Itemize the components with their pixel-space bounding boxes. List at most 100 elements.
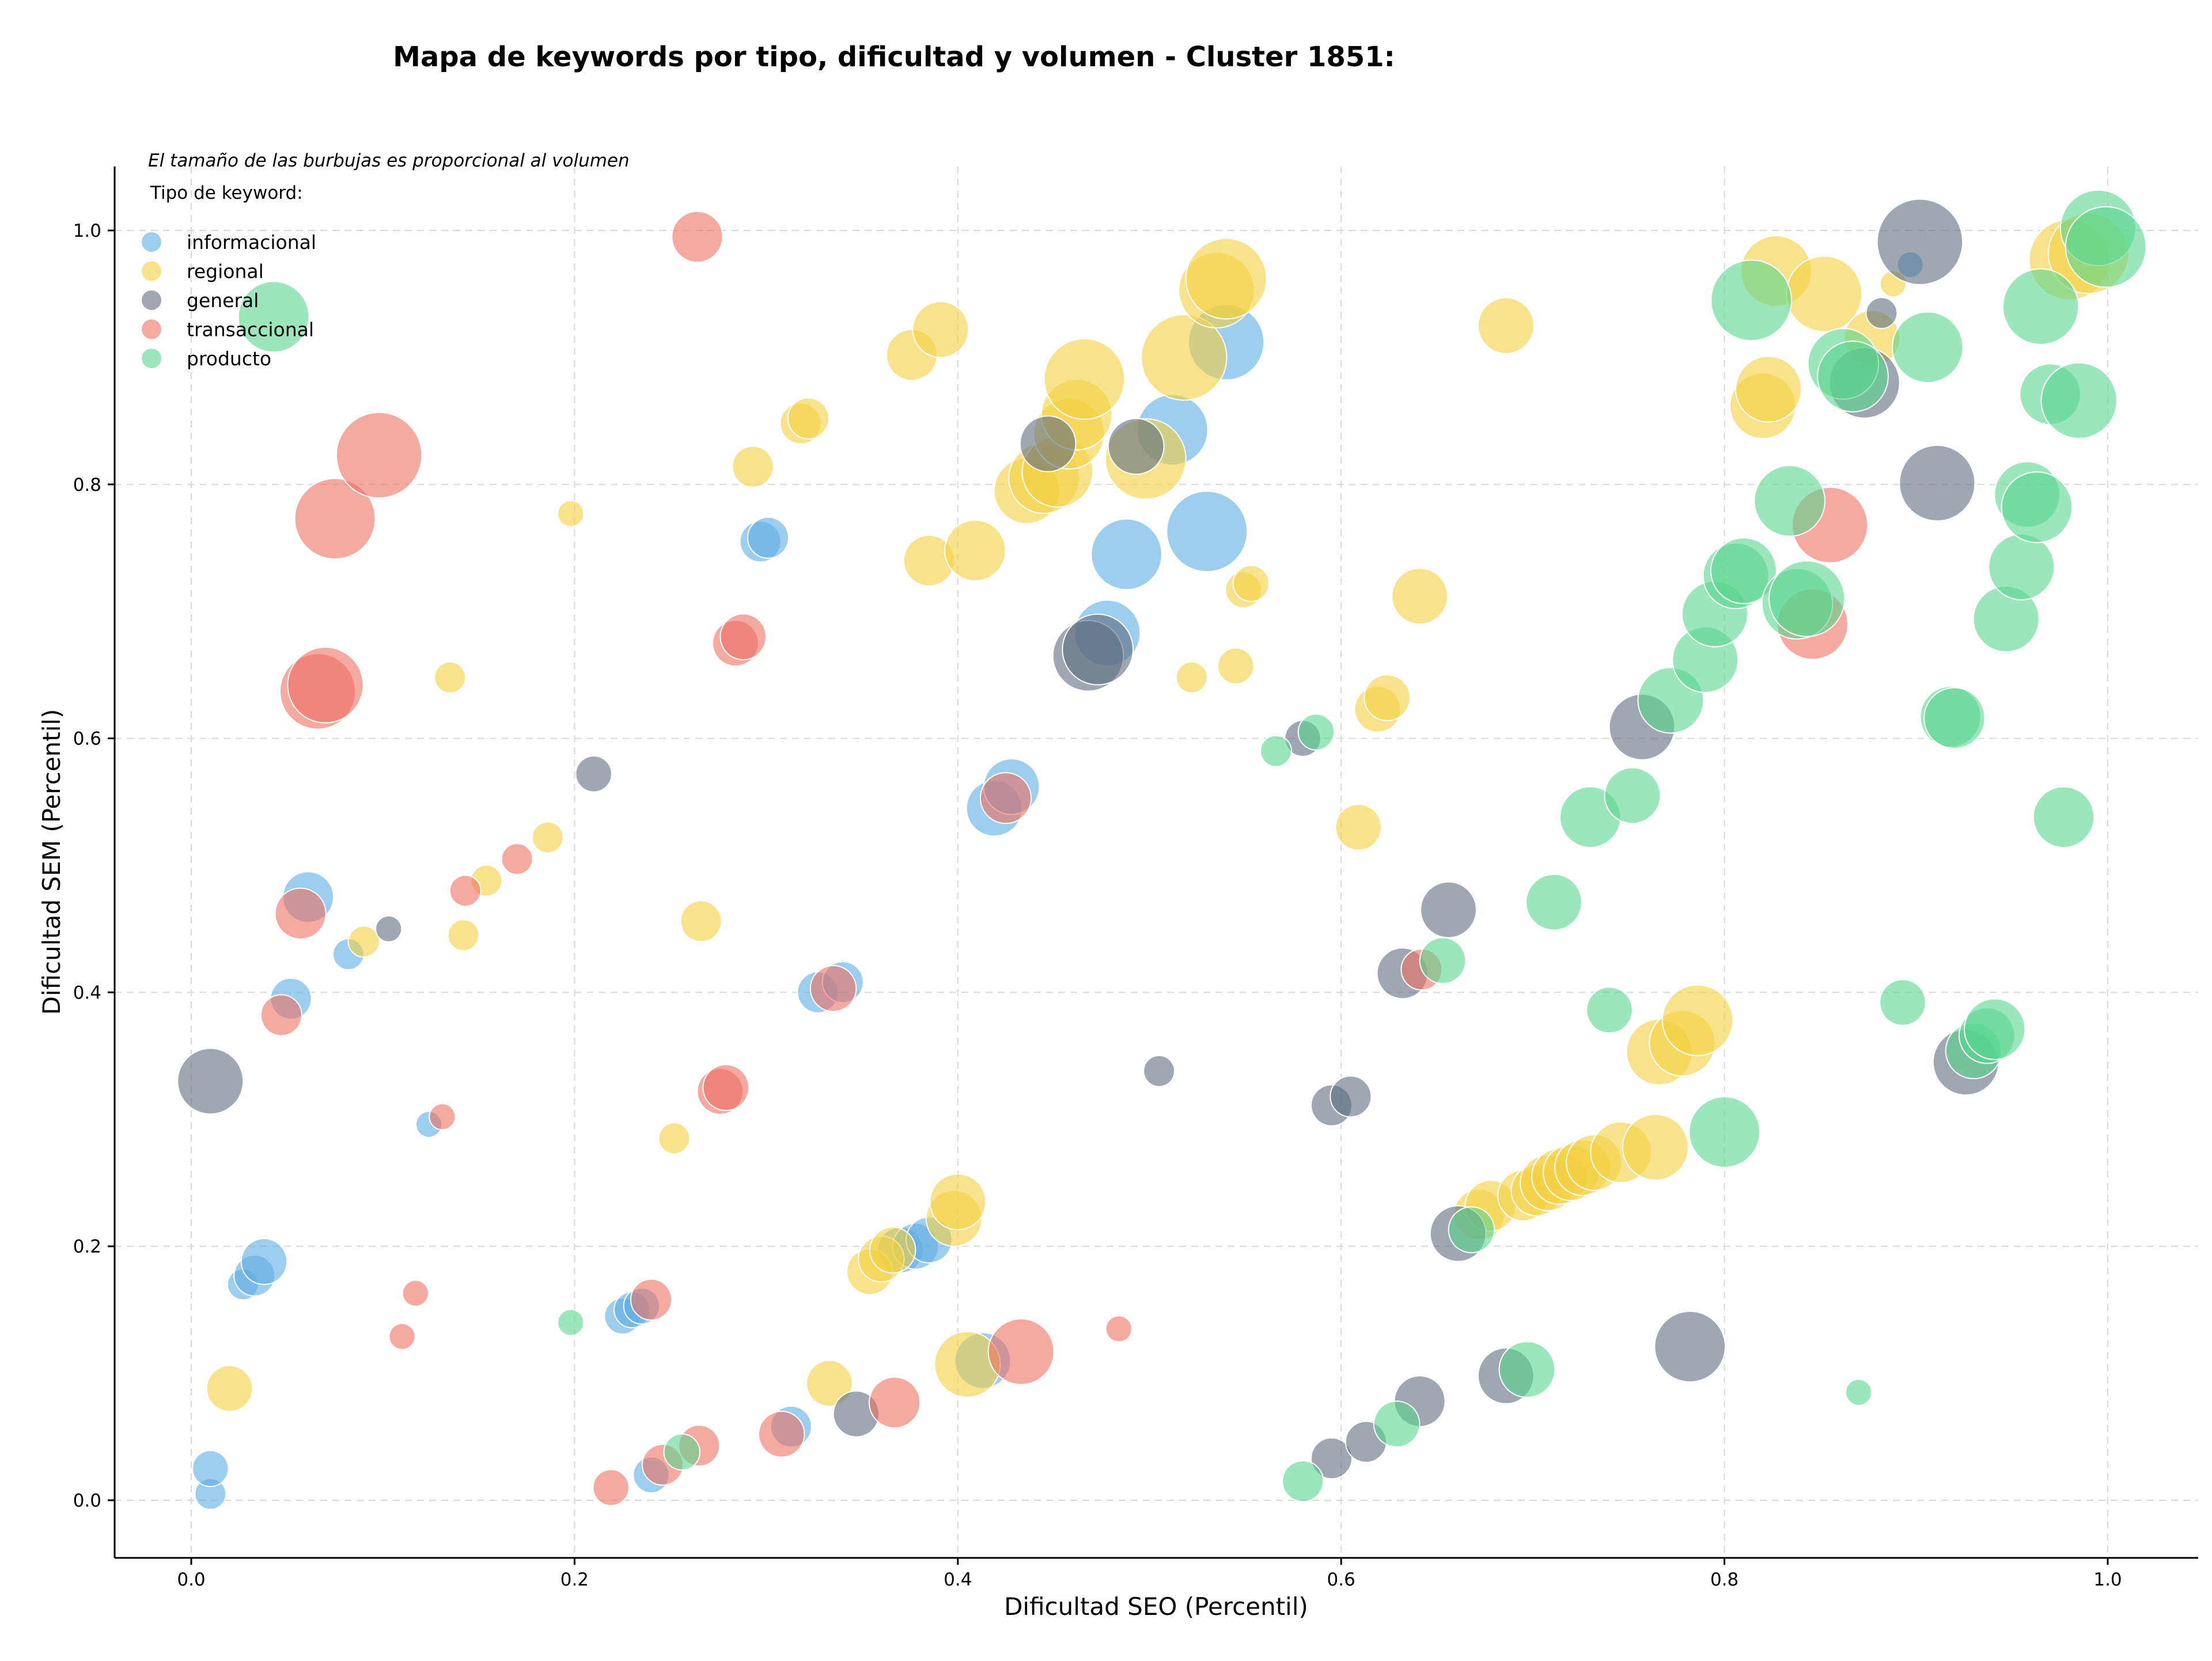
legend-marker-general (142, 290, 161, 310)
bubble-general (1310, 1437, 1353, 1480)
bubble-regional (1661, 984, 1734, 1057)
bubble-transaccional (402, 1280, 429, 1307)
y-tick-label: 0.0 (73, 1490, 101, 1511)
bubble-producto (1525, 873, 1582, 931)
bubble-producto (1604, 767, 1661, 824)
bubble-producto (1448, 1206, 1495, 1254)
bubble-regional (1477, 297, 1535, 354)
bubble-regional (806, 1360, 853, 1408)
bubble-producto (1688, 1096, 1760, 1168)
y-tick-label: 0.4 (73, 982, 101, 1003)
bubble-regional (787, 397, 830, 440)
bubble-transaccional (719, 613, 767, 661)
bubble-producto (1297, 713, 1335, 751)
size-annotation: El tamaño de las burbujas es proporciona… (148, 150, 630, 171)
legend: Tipo de keyword: informacional regional ge… (142, 183, 316, 370)
legend-marker-producto (142, 349, 161, 368)
bubble-regional (1363, 674, 1411, 721)
bubble-producto (237, 281, 310, 353)
bubble-producto (1282, 1460, 1324, 1503)
bubble-general (1865, 297, 1898, 330)
bubble-regional (1217, 647, 1255, 685)
bubble-transaccional (979, 772, 1032, 824)
bubble-producto (1923, 687, 1986, 750)
x-axis-label: Dificultad SEO (Percentil) (1004, 1592, 1308, 1621)
bubble-regional (680, 900, 722, 943)
bubble-transaccional (592, 1469, 630, 1507)
axes (113, 167, 2198, 1559)
bubble-general (1420, 881, 1477, 939)
bubble-transaccional (388, 1323, 416, 1350)
bubble-producto (1753, 465, 1826, 537)
bubble-informacional (240, 1238, 288, 1285)
bubble-transaccional (702, 1064, 750, 1111)
bubble-informacional (192, 1450, 229, 1488)
bubble-regional (434, 661, 467, 694)
bubble-regional (1175, 661, 1208, 694)
y-axis-label: Dificultad SEM (Percentil) (37, 709, 66, 1015)
bubble-general (575, 755, 612, 793)
bubble-transaccional (809, 964, 857, 1012)
bubble-regional (531, 821, 564, 854)
x-tick-label: 0.0 (177, 1569, 205, 1590)
legend-label-producto: producto (187, 347, 271, 370)
series-producto (237, 189, 2147, 1503)
bubble-producto (1419, 937, 1467, 985)
bubble-regional (1391, 567, 1449, 625)
y-tick-label: 0.6 (73, 729, 101, 750)
bubble-transaccional (335, 411, 423, 499)
bubble-regional (1185, 237, 1267, 320)
bubble-general (1019, 415, 1077, 472)
bubble-regional (1141, 314, 1228, 401)
bubble-regional (1622, 1114, 1689, 1181)
bubble-transaccional (1105, 1315, 1132, 1343)
bubbles (177, 189, 2147, 1510)
bubble-producto (557, 1308, 585, 1337)
bubble-producto (1891, 311, 1964, 384)
x-tick-label: 0.4 (944, 1569, 972, 1590)
bubble-producto (2032, 786, 2095, 848)
legend-label-informacional: informacional (187, 231, 316, 253)
bubble-transaccional (501, 843, 533, 875)
legend-label-general: general (187, 289, 259, 312)
bubble-transaccional (429, 1103, 456, 1130)
bubble-general (1899, 444, 1976, 522)
bubble-regional (1232, 565, 1270, 602)
bubble-transaccional (671, 210, 724, 263)
legend-marker-informacional (142, 232, 161, 252)
bubble-producto (1964, 998, 2026, 1061)
bubble-general (1330, 1075, 1372, 1118)
bubble-producto (1373, 1400, 1421, 1448)
bubble-regional (929, 1173, 987, 1231)
bubble-regional (347, 925, 380, 958)
bubble-regional (869, 1227, 916, 1274)
bubble-regional (732, 445, 774, 488)
bubble-producto (1879, 979, 1926, 1026)
bubble-regional (1043, 338, 1126, 420)
bubble-regional (557, 500, 585, 528)
bubble-producto (1586, 986, 1633, 1034)
y-tick-label: 1.0 (73, 221, 101, 241)
bubble-producto (1844, 1379, 1873, 1406)
bubble-transaccional (757, 1410, 805, 1458)
x-tick-label: 0.2 (560, 1569, 589, 1590)
y-tick-label: 0.2 (73, 1236, 101, 1257)
bubble-transaccional (449, 875, 482, 907)
bubble-regional (1735, 355, 1802, 423)
bubble-producto (1988, 534, 2055, 601)
x-tick-label: 0.8 (1710, 1569, 1738, 1590)
bubble-producto (2065, 206, 2147, 288)
bubble-producto (1498, 1341, 1556, 1398)
bubble-producto (663, 1433, 700, 1471)
bubble-transaccional (294, 478, 376, 560)
y-ticks: 0.0 0.2 0.4 0.6 0.8 1.0 (73, 221, 115, 1511)
legend-marker-regional (142, 261, 161, 281)
legend-label-regional: regional (187, 260, 264, 283)
bubble-general (177, 1047, 244, 1115)
bubble-producto (1710, 259, 1793, 342)
bubble-producto (2001, 471, 2073, 543)
bubble-producto (2040, 362, 2118, 439)
bubble-general (1143, 1055, 1176, 1087)
bubble-general (1062, 614, 1134, 686)
